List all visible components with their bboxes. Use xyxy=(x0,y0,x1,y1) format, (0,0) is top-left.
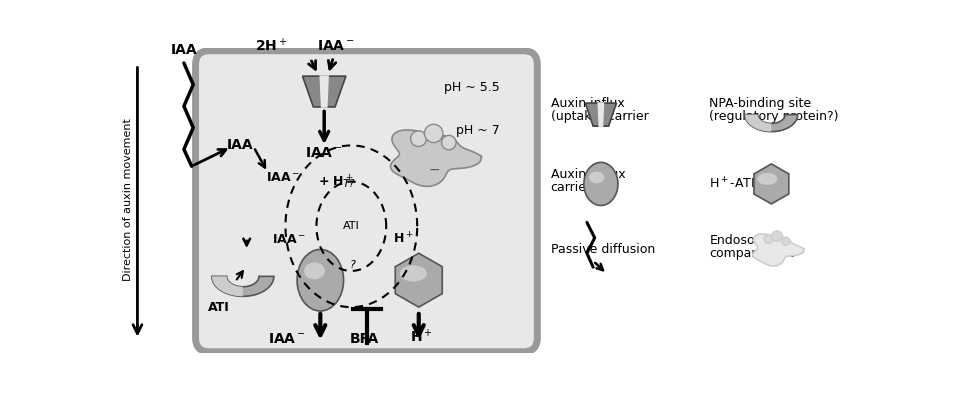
Polygon shape xyxy=(320,75,329,108)
Polygon shape xyxy=(395,253,442,307)
Polygon shape xyxy=(753,234,804,266)
Circle shape xyxy=(410,131,427,146)
Circle shape xyxy=(442,135,456,150)
FancyBboxPatch shape xyxy=(195,51,537,352)
Text: Auxin efflux: Auxin efflux xyxy=(551,168,625,181)
Circle shape xyxy=(764,235,773,243)
Text: BFA: BFA xyxy=(350,331,379,346)
Ellipse shape xyxy=(400,265,427,281)
Text: ?: ? xyxy=(350,260,355,270)
Text: IAA$^-$: IAA$^-$ xyxy=(305,146,343,160)
Text: ATI: ATI xyxy=(343,221,360,231)
Text: + H$^+$: + H$^+$ xyxy=(318,175,353,190)
Ellipse shape xyxy=(757,173,777,185)
Text: IAA$^-$: IAA$^-$ xyxy=(273,233,306,246)
Text: Endosomal: Endosomal xyxy=(710,234,778,247)
Circle shape xyxy=(772,231,782,241)
Text: carrier: carrier xyxy=(551,181,591,194)
Polygon shape xyxy=(754,164,789,204)
Text: Auxin influx: Auxin influx xyxy=(551,97,624,110)
Text: IAA$^-$: IAA$^-$ xyxy=(266,171,300,184)
Text: NPA-binding site: NPA-binding site xyxy=(710,97,812,110)
Text: pH ~ 5.5: pH ~ 5.5 xyxy=(444,81,500,94)
Text: IAA: IAA xyxy=(227,139,254,152)
Text: H$^+$-ATPase: H$^+$-ATPase xyxy=(710,176,782,192)
Text: IAA$^-$: IAA$^-$ xyxy=(317,39,354,53)
Circle shape xyxy=(782,237,790,245)
Text: IAA: IAA xyxy=(170,43,197,57)
Polygon shape xyxy=(586,103,616,126)
Text: (regulatory protein?): (regulatory protein?) xyxy=(710,110,839,123)
Polygon shape xyxy=(745,115,797,132)
Text: −: − xyxy=(429,163,440,177)
Text: Direction of auxin movement: Direction of auxin movement xyxy=(123,118,133,281)
Text: H$^+$: H$^+$ xyxy=(409,328,432,346)
Ellipse shape xyxy=(304,262,325,279)
Text: compartment: compartment xyxy=(710,247,794,260)
Text: T?: T? xyxy=(343,179,355,189)
Polygon shape xyxy=(212,276,243,296)
Text: IAA$^-$: IAA$^-$ xyxy=(268,331,306,346)
Text: 2H$^+$: 2H$^+$ xyxy=(255,37,288,54)
Polygon shape xyxy=(212,276,273,296)
Polygon shape xyxy=(745,115,771,132)
Ellipse shape xyxy=(297,249,344,311)
Ellipse shape xyxy=(584,162,618,206)
Text: (uptake) carrier: (uptake) carrier xyxy=(551,110,648,123)
Text: ATI: ATI xyxy=(208,301,229,314)
Text: Passive diffusion: Passive diffusion xyxy=(551,243,655,256)
Text: H$^+$: H$^+$ xyxy=(393,232,413,247)
Polygon shape xyxy=(597,102,605,127)
Polygon shape xyxy=(391,130,482,186)
Circle shape xyxy=(425,124,443,143)
Polygon shape xyxy=(302,76,346,107)
Ellipse shape xyxy=(589,172,605,183)
Text: pH ~ 7: pH ~ 7 xyxy=(456,123,500,137)
